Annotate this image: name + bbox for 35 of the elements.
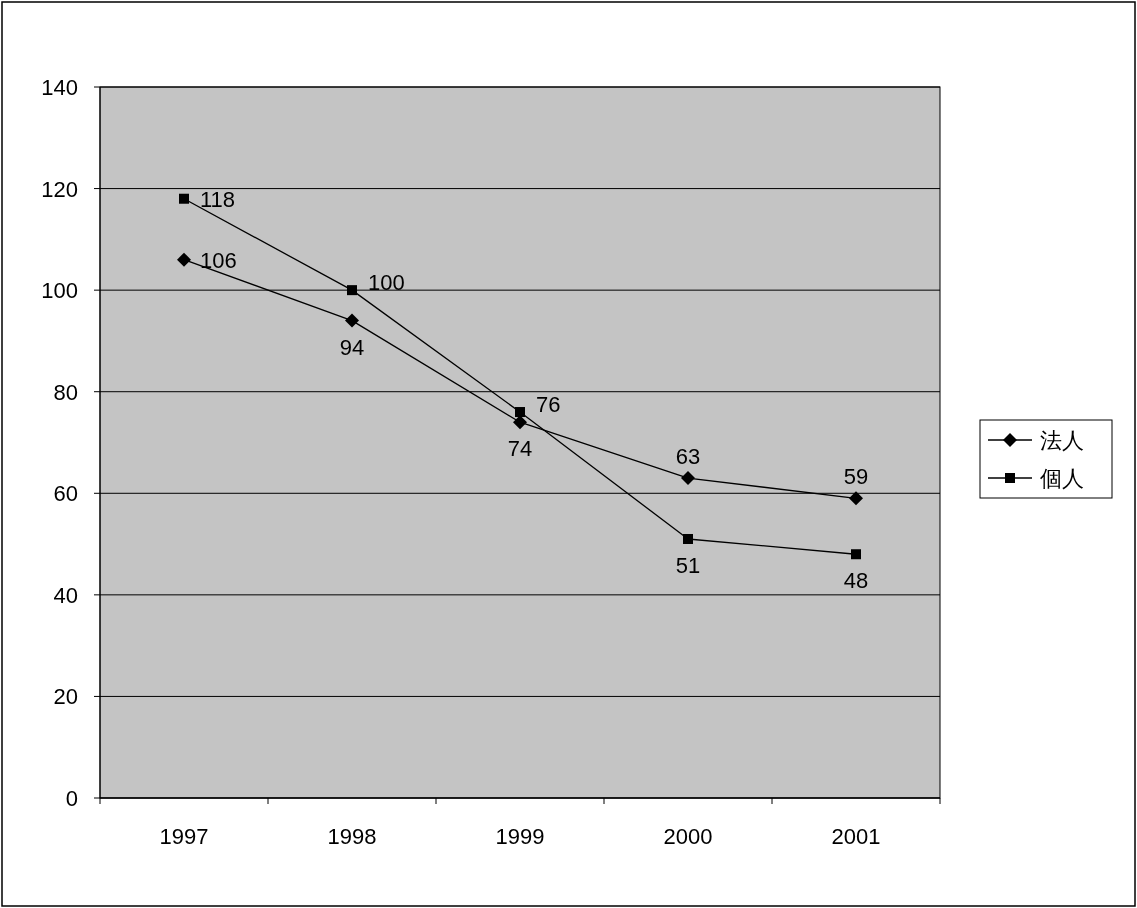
data-label: 100 xyxy=(368,270,405,296)
legend-label: 法人 xyxy=(1040,428,1084,453)
data-label: 59 xyxy=(843,464,869,490)
point xyxy=(849,491,863,506)
data-label: 118 xyxy=(200,186,236,212)
y-tick-label: 20 xyxy=(53,684,78,710)
point xyxy=(681,471,695,486)
x-tick-label: 2001 xyxy=(831,824,881,849)
y-tick-label: 120 xyxy=(41,176,78,202)
point xyxy=(345,313,359,328)
x-tick-label: 2000 xyxy=(663,824,713,849)
y-tick-label: 140 xyxy=(41,75,78,100)
y-tick-label: 80 xyxy=(53,379,78,405)
data-label: 94 xyxy=(339,334,365,360)
point xyxy=(179,193,189,204)
point xyxy=(347,285,357,296)
point xyxy=(683,533,693,544)
y-tick-label: 40 xyxy=(53,582,78,608)
point xyxy=(177,252,191,267)
legend-label: 個人 xyxy=(1040,466,1084,491)
point xyxy=(851,549,861,560)
data-label: 48 xyxy=(843,568,869,594)
y-tick-label: 60 xyxy=(53,481,78,507)
point xyxy=(513,415,527,430)
x-tick-label: 1997 xyxy=(159,824,209,849)
data-label: 74 xyxy=(507,436,533,462)
data-label: 106 xyxy=(200,247,237,273)
y-tick-label: 0 xyxy=(65,786,78,811)
data-label: 51 xyxy=(675,552,701,578)
data-label: 76 xyxy=(536,392,561,418)
x-tick-label: 1999 xyxy=(495,824,545,849)
y-tick-label: 100 xyxy=(41,278,78,304)
point xyxy=(515,407,525,418)
data-label: 63 xyxy=(675,444,701,470)
x-tick-label: 1998 xyxy=(327,824,377,849)
